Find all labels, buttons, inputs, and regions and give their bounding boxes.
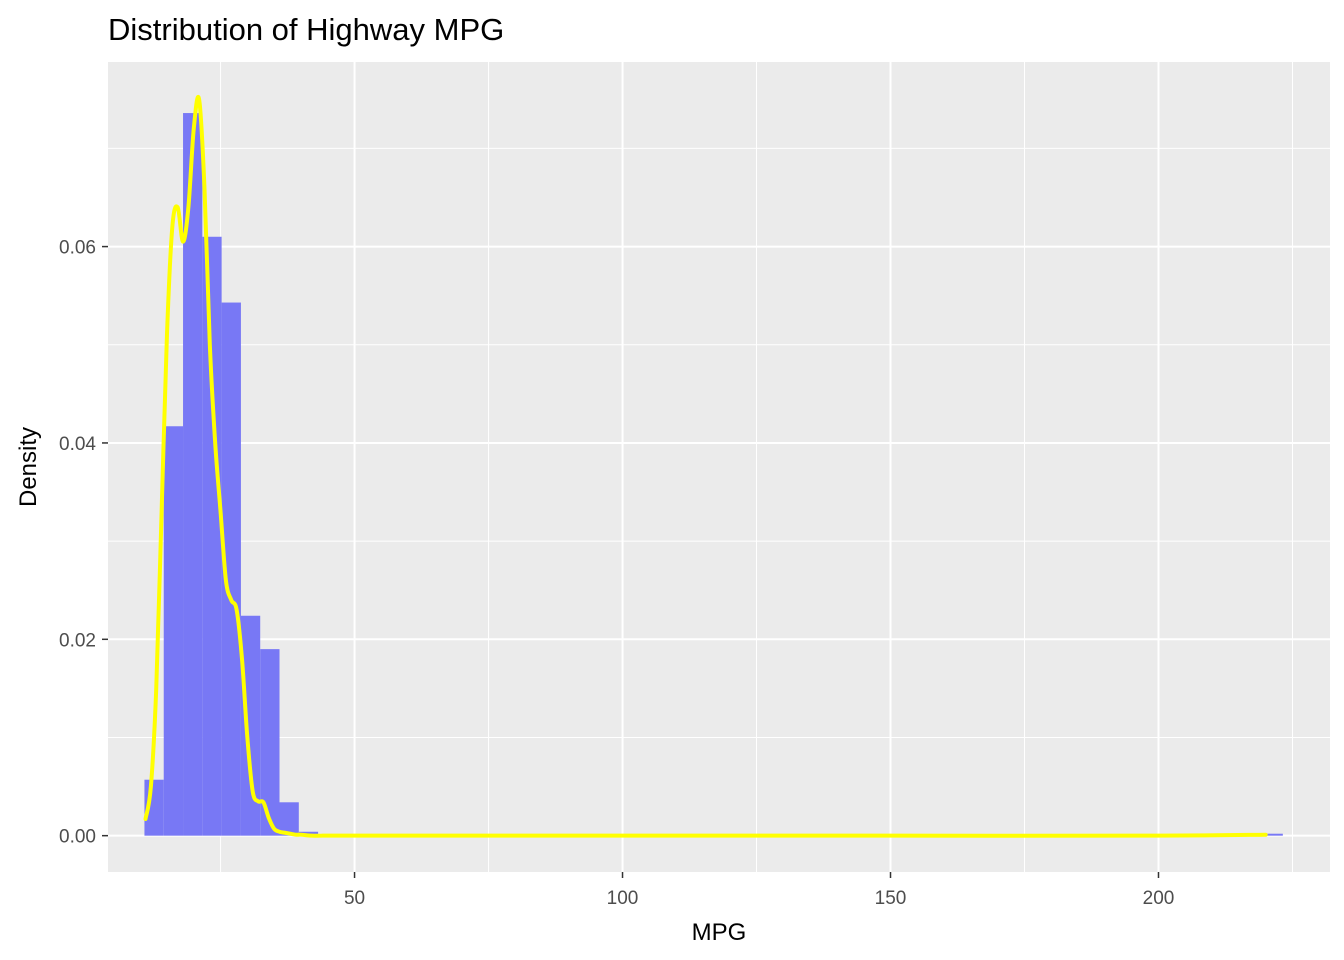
histogram-bars	[144, 113, 1283, 836]
x-axis-title: MPG	[692, 919, 747, 946]
x-axis: 50 100 150 200	[344, 872, 1174, 909]
histogram-bar	[1263, 833, 1283, 836]
chart-title: Distribution of Highway MPG	[108, 12, 504, 47]
histogram-bar	[260, 649, 280, 836]
minor-gridlines	[108, 62, 1330, 872]
y-axis-title: Density	[15, 427, 42, 507]
histogram-bar	[279, 802, 299, 836]
histogram-bar	[240, 615, 261, 836]
x-tick-label: 100	[607, 888, 639, 909]
y-tick-label: 0.02	[59, 630, 96, 651]
histogram-bar	[202, 236, 222, 836]
histogram-bar	[221, 302, 241, 836]
x-tick-label: 200	[1143, 888, 1175, 909]
y-tick-label: 0.06	[59, 238, 96, 259]
y-tick-label: 0.04	[59, 434, 96, 455]
histogram-bar	[163, 426, 184, 836]
plot-panel	[108, 62, 1330, 872]
x-tick-label: 150	[875, 888, 907, 909]
density-curve-line	[143, 95, 1268, 838]
y-tick-label: 0.00	[59, 827, 96, 848]
y-axis: 0.00 0.02 0.04 0.06	[59, 238, 108, 848]
x-tick-label: 50	[344, 888, 365, 909]
histogram-bar	[183, 113, 203, 836]
